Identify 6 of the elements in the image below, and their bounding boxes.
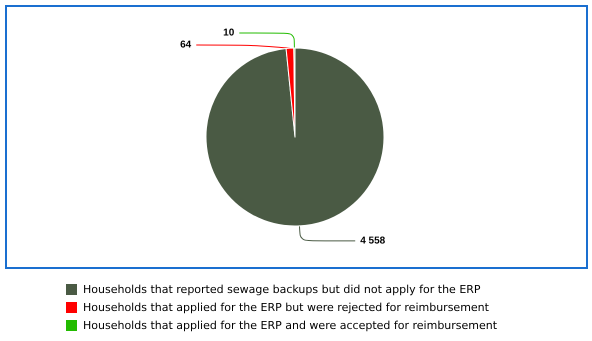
data-label: 64	[180, 40, 192, 50]
data-label: 10	[223, 28, 235, 38]
data-label: 4 558	[360, 235, 386, 246]
legend-label: Households that reported sewage backups but did not apply for the ERP	[83, 283, 481, 296]
legend-label: Households that applied for the ERP and were accepted for reimbursement	[83, 319, 498, 332]
legend-label: Households that applied for the ERP but were rejected for reimbursement	[83, 301, 490, 314]
